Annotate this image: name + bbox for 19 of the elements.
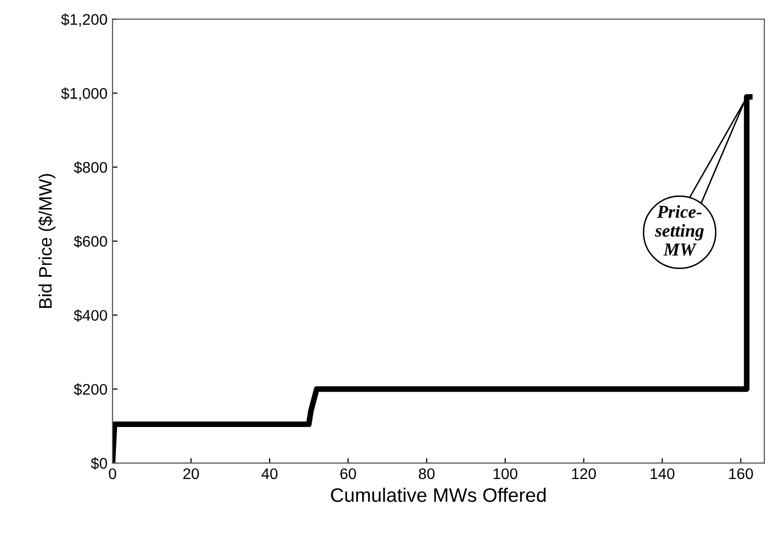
annotation: Price- setting MW xyxy=(654,205,704,256)
y-tick-label: $600 xyxy=(74,235,108,248)
x-tick-label: 40 xyxy=(261,468,278,480)
y-tick-label: $400 xyxy=(74,309,108,322)
x-tick-label: 160 xyxy=(729,468,753,480)
x-axis-title: Cumulative MWs Offered xyxy=(331,488,546,502)
x-tick-label: 120 xyxy=(572,468,596,480)
x-tick-label: 0 xyxy=(108,468,116,480)
x-tick-label: 20 xyxy=(183,468,199,480)
x-tick-label: 140 xyxy=(650,468,674,480)
y-axis-title: Bid Price ($/MW) xyxy=(38,174,56,308)
y-tick-label: $1,200 xyxy=(61,13,108,27)
y-tick-label: $800 xyxy=(74,161,108,174)
x-tick-label: 100 xyxy=(494,468,518,480)
x-tick-label: 80 xyxy=(418,468,435,480)
y-tick-label: $1,000 xyxy=(61,87,108,101)
y-tick-label: $200 xyxy=(74,383,108,396)
y-tick-label: $0 xyxy=(90,457,108,470)
x-tick-label: 60 xyxy=(340,468,356,480)
